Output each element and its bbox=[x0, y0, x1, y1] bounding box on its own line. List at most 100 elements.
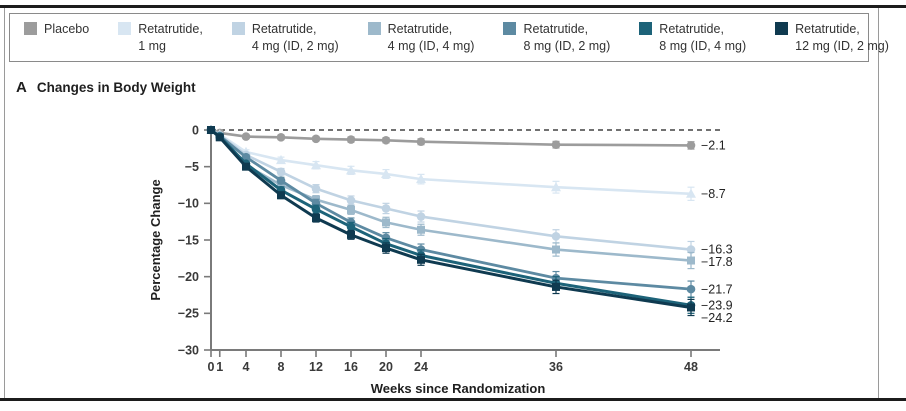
legend: Placebo Retatrutide, 1 mg Retatrutide, 4 mg … bbox=[9, 13, 889, 62]
data-point-marker bbox=[382, 218, 390, 227]
data-point-marker bbox=[686, 284, 696, 294]
data-point-marker bbox=[551, 181, 561, 192]
x-tick-label: 8 bbox=[278, 360, 285, 374]
data-point-marker bbox=[551, 140, 561, 149]
legend-swatch-icon bbox=[775, 22, 789, 35]
data-point-marker bbox=[276, 176, 286, 185]
y-axis-title: Percentage Change bbox=[148, 179, 163, 300]
x-tick-label: 48 bbox=[684, 360, 698, 374]
data-point-marker bbox=[346, 135, 356, 144]
data-point-marker bbox=[687, 303, 695, 312]
data-point-marker bbox=[551, 232, 561, 241]
x-tick-label: 1 bbox=[216, 360, 223, 374]
x-tick-label: 24 bbox=[414, 360, 428, 374]
bottom-rule bbox=[0, 398, 906, 401]
end-value-label: −2.1 bbox=[701, 139, 726, 153]
data-point-marker bbox=[311, 159, 321, 170]
x-tick-label: 0 bbox=[208, 360, 215, 374]
data-point-marker bbox=[686, 141, 696, 150]
data-point-marker bbox=[207, 126, 215, 134]
data-point-marker bbox=[347, 205, 355, 214]
data-point-marker bbox=[311, 184, 321, 193]
legend-swatch-icon bbox=[24, 22, 37, 35]
legend-swatch-icon bbox=[231, 22, 245, 35]
legend-label: Retatrutide, 4 mg (ID, 2 mg) bbox=[251, 22, 339, 53]
x-tick-label: 16 bbox=[344, 360, 358, 374]
panel-title: Changes in Body Weight bbox=[36, 80, 196, 95]
data-point-marker bbox=[346, 222, 356, 232]
legend-label: Retatrutide, 8 mg (ID, 4 mg) bbox=[659, 22, 747, 53]
data-point-marker bbox=[416, 212, 426, 221]
y-tick-label: −20 bbox=[178, 270, 199, 284]
right-border bbox=[878, 8, 879, 398]
left-border bbox=[4, 8, 5, 398]
series-line bbox=[210, 128, 692, 196]
panel-header: A Changes in Body Weight bbox=[16, 79, 196, 96]
x-axis-title: Weeks since Randomization bbox=[371, 381, 546, 396]
legend-swatch-icon bbox=[367, 22, 381, 35]
x-tick-label: 20 bbox=[379, 360, 393, 374]
chart-area: 0 −5 −10 −15 −20 −25 −30 Percentage Change 0 1 4 8 1… bbox=[8, 100, 898, 398]
data-point-marker bbox=[311, 204, 321, 214]
y-tick-label: 0 bbox=[192, 123, 199, 137]
legend-item: Retatrutide, 4 mg (ID, 2 mg) bbox=[231, 21, 339, 55]
data-point-marker bbox=[347, 230, 355, 239]
y-tick-label: −25 bbox=[178, 307, 199, 321]
y-tick-label: −10 bbox=[178, 197, 199, 211]
data-point-marker bbox=[346, 165, 356, 175]
panel-letter: A bbox=[16, 79, 27, 96]
end-value-label: −8.7 bbox=[701, 187, 726, 201]
legend-swatch-icon bbox=[639, 22, 653, 35]
data-point-marker bbox=[215, 133, 224, 142]
y-tick-label: −5 bbox=[185, 160, 199, 174]
end-value-label: −21.7 bbox=[701, 282, 733, 296]
top-rule bbox=[0, 5, 906, 8]
data-point-marker bbox=[381, 204, 391, 213]
end-value-label: −24.2 bbox=[701, 311, 733, 325]
y-tick-label: −15 bbox=[178, 233, 199, 247]
data-point-marker bbox=[417, 255, 425, 264]
legend-label: Retatrutide, 12 mg (ID, 2 mg) bbox=[795, 22, 889, 53]
end-value-label: −23.9 bbox=[701, 298, 733, 312]
legend-label: Retatrutide, 8 mg (ID, 2 mg) bbox=[523, 22, 611, 53]
series-line bbox=[210, 128, 692, 147]
data-point-marker bbox=[687, 256, 695, 265]
data-point-marker bbox=[276, 154, 286, 165]
legend-swatch-icon bbox=[503, 22, 517, 35]
series-line bbox=[210, 128, 692, 291]
y-tick-label: −30 bbox=[178, 343, 199, 357]
data-point-marker bbox=[242, 162, 250, 171]
series-line bbox=[210, 128, 692, 307]
data-point-marker bbox=[276, 133, 286, 142]
data-point-marker bbox=[552, 245, 560, 254]
x-tick-label: 4 bbox=[243, 360, 250, 374]
end-value-label: −17.8 bbox=[701, 255, 733, 269]
data-point-marker bbox=[381, 135, 391, 145]
data-point-marker bbox=[416, 173, 426, 184]
data-point-marker bbox=[417, 225, 425, 234]
end-value-label: −16.3 bbox=[701, 243, 733, 257]
data-point-marker bbox=[416, 137, 426, 147]
legend-label: Retatrutide, 4 mg (ID, 4 mg) bbox=[387, 22, 475, 53]
data-point-marker bbox=[241, 132, 251, 141]
legend-item: Retatrutide, 8 mg (ID, 2 mg) bbox=[503, 21, 610, 55]
data-point-marker bbox=[276, 167, 286, 177]
legend-label: Placebo bbox=[44, 22, 90, 36]
data-point-marker bbox=[381, 168, 391, 178]
series-line bbox=[210, 128, 692, 309]
data-point-marker bbox=[382, 244, 390, 253]
data-point-marker bbox=[241, 152, 251, 162]
data-point-marker bbox=[311, 134, 321, 144]
data-point-marker bbox=[277, 180, 285, 189]
legend-item: Retatrutide, 4 mg (ID, 4 mg) bbox=[367, 21, 475, 55]
x-tick-label: 12 bbox=[309, 360, 323, 374]
data-point-marker bbox=[346, 196, 356, 205]
data-point-marker bbox=[686, 245, 696, 254]
data-point-marker bbox=[277, 191, 285, 200]
x-tick-label: 36 bbox=[549, 360, 563, 374]
legend-label: Retatrutide, 1 mg bbox=[138, 22, 203, 53]
legend-item: Placebo bbox=[24, 21, 89, 38]
data-point-marker bbox=[686, 188, 696, 198]
